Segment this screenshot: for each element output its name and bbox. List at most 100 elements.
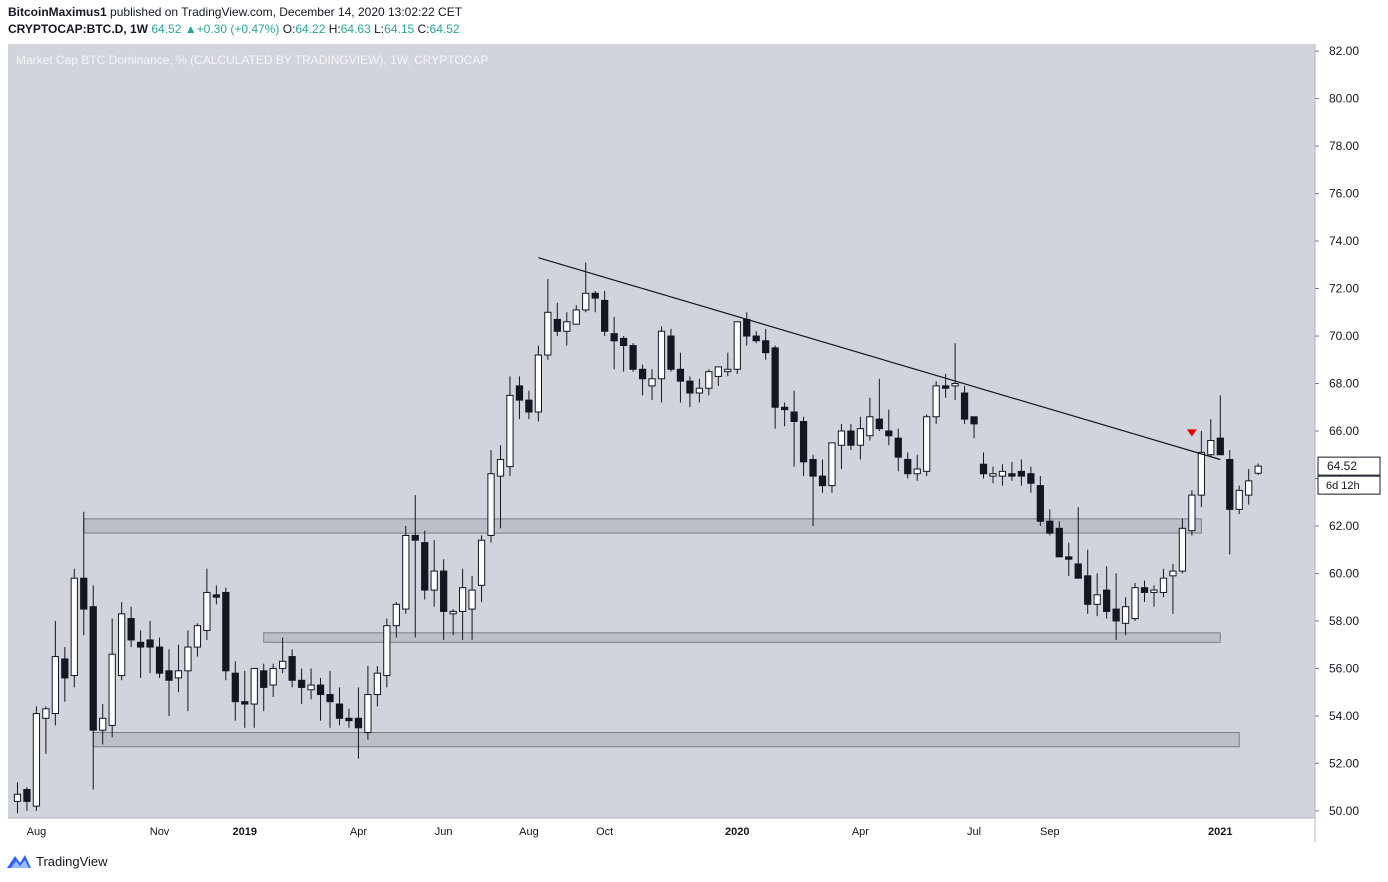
candle <box>866 397 874 441</box>
candle-body <box>118 613 126 677</box>
candle-body <box>923 416 931 472</box>
candle <box>1235 485 1243 515</box>
candle-body <box>345 717 353 722</box>
tradingview-logo-icon <box>7 855 31 868</box>
candle <box>1216 395 1224 456</box>
support-zone <box>83 518 1202 534</box>
tradingview-footer[interactable]: TradingView <box>6 853 108 869</box>
candle-body <box>430 570 438 591</box>
candle <box>1074 506 1082 579</box>
plot-area[interactable] <box>8 44 1315 818</box>
candle-body <box>818 475 827 487</box>
publisher-name[interactable]: BitcoinMaximus1 <box>8 5 107 19</box>
time-tick-label: Jul <box>967 826 981 838</box>
candle-body <box>297 679 306 688</box>
candle-body <box>667 335 675 370</box>
candle-body <box>714 366 722 377</box>
publish-info: BitcoinMaximus1 published on TradingView… <box>8 5 462 19</box>
time-axis[interactable] <box>8 818 1315 842</box>
support-zones <box>83 518 1240 748</box>
time-tick-label: Nov <box>150 826 170 838</box>
candle-body <box>32 713 41 807</box>
candle-body <box>553 318 561 332</box>
candle <box>373 666 381 707</box>
candle <box>99 704 107 745</box>
candle-body <box>136 641 145 648</box>
candle <box>487 449 495 543</box>
candle <box>364 666 372 740</box>
low-label: L: <box>374 22 385 36</box>
candle <box>762 328 770 360</box>
candle-body <box>61 658 69 679</box>
candle <box>1207 419 1215 458</box>
candle-body <box>421 542 429 591</box>
candle <box>525 390 533 420</box>
candle <box>42 706 50 754</box>
price-tick-label: 62.00 <box>1329 519 1359 533</box>
candle-body <box>1008 473 1016 477</box>
candle <box>269 663 277 697</box>
candle-body <box>724 368 732 373</box>
price-chart[interactable]: Market Cap BTC Dominance, % (CALCULATED … <box>0 0 1388 850</box>
candle <box>80 511 88 636</box>
candle <box>411 495 419 638</box>
candle-body <box>99 717 107 731</box>
candle <box>790 390 798 467</box>
candle <box>1140 580 1149 602</box>
open-label: O: <box>282 22 296 36</box>
candle <box>108 618 116 738</box>
sell-triangle-icon <box>1186 429 1197 437</box>
candle-body <box>1093 594 1101 605</box>
candle <box>667 328 675 372</box>
candle-body <box>705 371 713 389</box>
published-text: published on TradingView.com, December 1… <box>110 5 463 19</box>
candle-body <box>1178 527 1187 572</box>
price-axis[interactable] <box>1315 44 1382 818</box>
candle <box>553 302 561 337</box>
candle-body <box>1112 608 1120 622</box>
candle-body <box>1131 587 1139 620</box>
up-arrow-icon: ▲ <box>184 22 197 36</box>
time-tick-label: Aug <box>27 826 47 838</box>
time-tick-label: Sep <box>1040 826 1060 838</box>
price-tick-label: 70.00 <box>1329 329 1359 343</box>
time-ticks: Aug Nov 2019 Apr Jun Aug Oct 2020 Apr Jul Sep 2021 <box>27 826 1233 838</box>
candle <box>506 376 514 477</box>
candle-body <box>487 473 495 536</box>
time-tick-label: Oct <box>596 826 613 838</box>
price-ticks: 50.0052.0054.0056.0058.0060.0062.0064.00… <box>1315 44 1359 818</box>
candle <box>241 670 249 728</box>
candle <box>203 568 211 640</box>
candle <box>1178 518 1187 574</box>
candle <box>496 445 505 529</box>
candle-body <box>335 703 344 719</box>
candle-body <box>733 321 741 370</box>
candle <box>951 343 959 401</box>
time-tick-label: 2021 <box>1208 826 1232 838</box>
candle <box>458 568 467 640</box>
candle <box>979 452 988 479</box>
candle-body <box>1150 589 1158 593</box>
price-tick-label: 54.00 <box>1329 709 1359 723</box>
candle-body <box>657 330 666 380</box>
candle-body <box>676 368 685 382</box>
candle-body <box>1017 470 1026 477</box>
candle-body <box>1254 465 1262 474</box>
candle-body <box>771 347 779 408</box>
candle <box>970 416 978 439</box>
candle-body <box>1216 437 1224 456</box>
candle <box>354 687 363 759</box>
candle <box>345 708 353 728</box>
candle-body <box>1245 480 1253 496</box>
candle-body <box>42 708 50 719</box>
candle <box>392 601 400 638</box>
candle-body <box>1188 494 1196 532</box>
candle-body <box>354 717 363 729</box>
close-value: 64.52 <box>429 22 460 36</box>
candle <box>260 663 268 712</box>
candle <box>146 620 154 674</box>
candle-body <box>1226 458 1234 510</box>
candle <box>847 423 855 450</box>
candle <box>818 459 827 493</box>
candle <box>705 369 713 396</box>
